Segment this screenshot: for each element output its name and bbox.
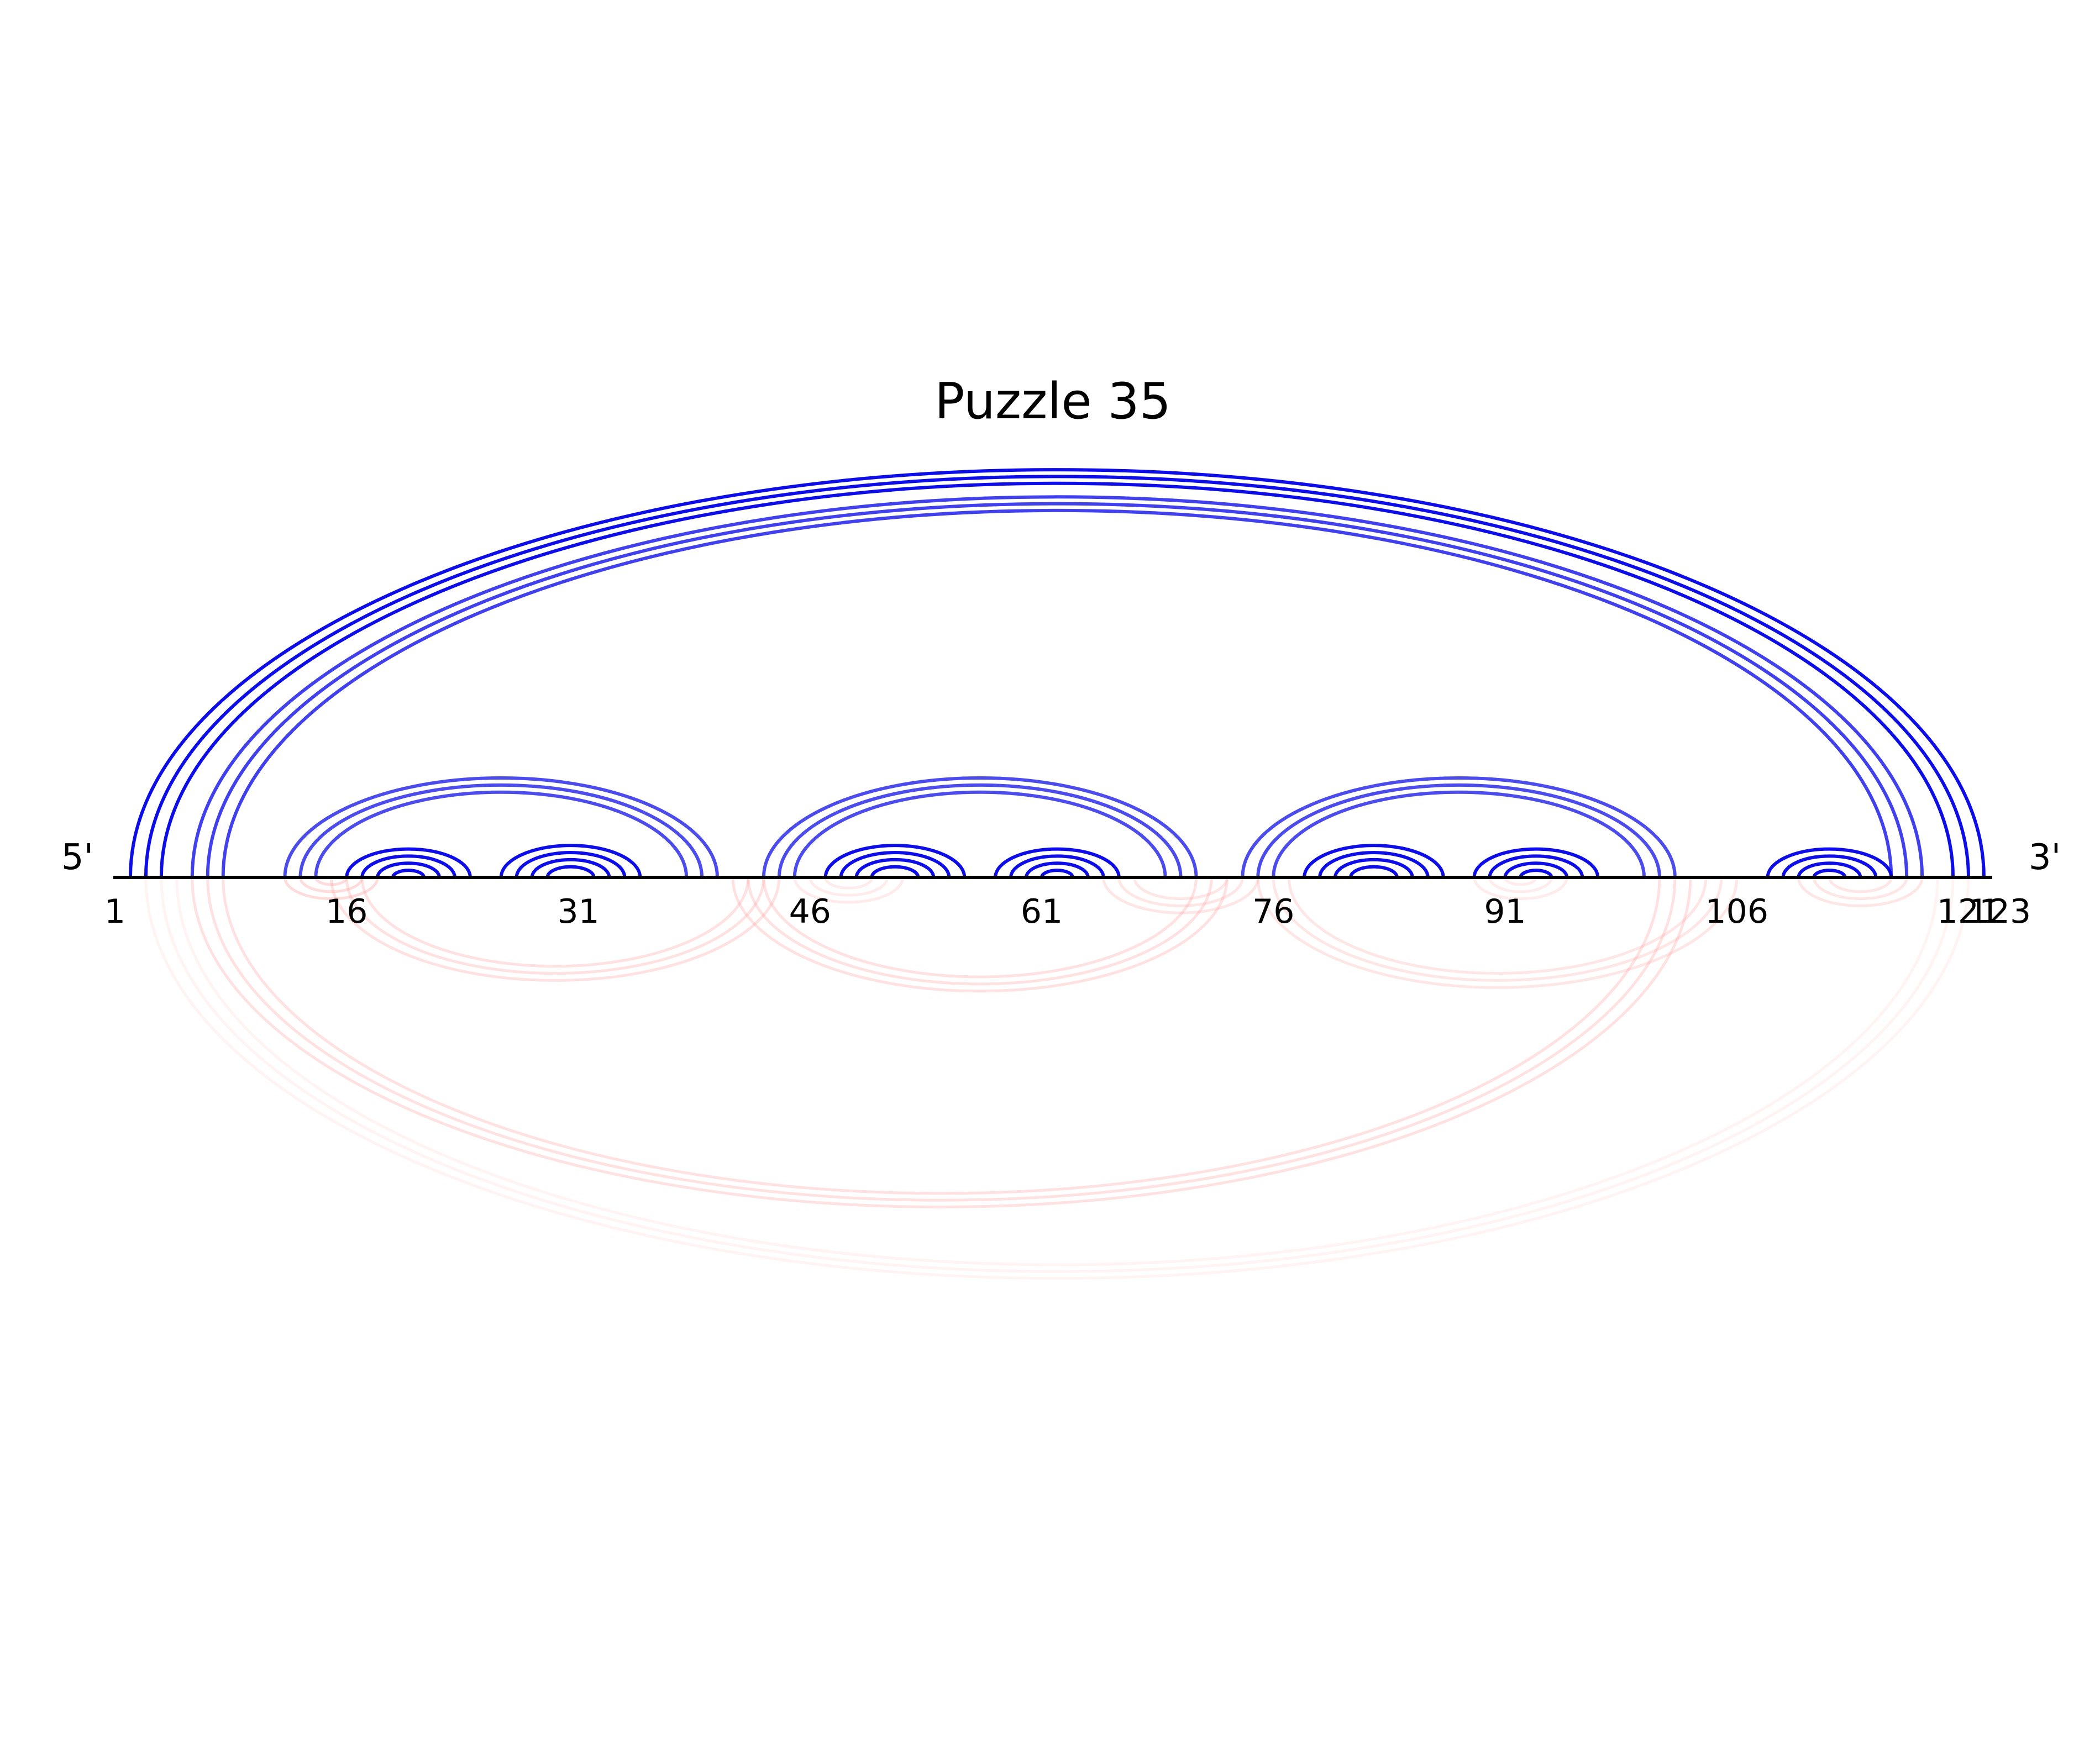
upper-pair-arc-3-1 [360,854,456,878]
upper-pair-arc-4-3 [545,865,596,878]
upper-pair-arc-11-1 [1781,854,1878,878]
upper-pair-arc-9-0 [1303,844,1445,878]
lower-pair-arc-3-1 [809,877,889,897]
upper-pair-arc-1-1 [206,502,1909,878]
tick-label-46: 46 [789,892,831,931]
upper-pair-arc-2-1 [298,783,704,878]
lower-pair-arc-1-1 [345,877,765,975]
lower-arcs-group [144,877,1970,1280]
upper-pair-arc-6-3 [870,865,920,878]
tick-label-91: 91 [1484,892,1526,931]
lower-pair-arc-2-1 [747,877,1213,986]
lower-pair-arc-2-2 [762,877,1198,979]
lower-pair-arc-8-2 [222,877,1661,1195]
lower-pair-arc-8-0 [191,877,1692,1208]
tick-label-76: 76 [1252,892,1294,931]
lower-pair-arc-9-1 [160,877,1955,1273]
lower-pair-arc-6-0 [1473,877,1568,901]
lower-pair-arc-9-0 [144,877,1970,1280]
upper-pair-arc-0-0 [128,468,1986,878]
tick-label-106: 106 [1705,892,1768,931]
upper-pair-arc-3-2 [376,861,441,878]
lower-pair-arc-1-2 [360,877,750,968]
upper-pair-arc-7-3 [1040,869,1074,878]
lower-pair-arc-0-1 [298,877,364,893]
lower-pair-arc-5-2 [1287,877,1708,975]
lower-pair-arc-0-0 [283,877,379,901]
tick-label-1: 1 [104,892,125,931]
lower-pair-arc-0-2 [314,877,348,886]
lower-pair-arc-4-2 [1133,877,1229,901]
lower-pair-arc-4-0 [1102,877,1259,914]
upper-pair-arc-7-2 [1025,861,1090,878]
upper-pair-arc-2-2 [314,790,689,878]
tick-label-121: 121 [1937,892,2001,931]
five-prime-label: 5' [61,837,93,878]
upper-pair-arc-9-2 [1334,858,1414,878]
upper-pair-arc-7-1 [1009,854,1105,878]
diagram-title: Puzzle 35 [935,372,1171,430]
upper-pair-arc-6-1 [839,850,951,878]
upper-pair-arc-10-2 [1503,861,1569,878]
upper-pair-arc-6-2 [854,858,936,878]
upper-pair-arc-0-1 [144,475,1970,878]
upper-pair-arc-11-3 [1812,869,1847,878]
upper-pair-arc-10-0 [1472,847,1600,878]
upper-pair-arc-5-1 [777,783,1183,878]
lower-pair-arc-4-1 [1117,877,1244,907]
upper-pair-arc-1-2 [221,508,1893,878]
upper-arcs-group [128,468,1986,878]
upper-pair-arc-3-3 [391,869,426,878]
lower-pair-arc-8-1 [206,877,1677,1202]
tick-label-31: 31 [557,892,599,931]
upper-pair-arc-8-2 [1272,790,1646,878]
upper-pair-arc-2-0 [283,776,720,878]
upper-pair-arc-5-2 [792,790,1167,878]
tick-label-61: 61 [1021,892,1063,931]
upper-pair-arc-1-0 [190,495,1924,878]
upper-pair-arc-11-0 [1766,847,1893,878]
lower-pair-arc-6-1 [1488,877,1553,893]
upper-pair-arc-0-2 [159,481,1955,878]
three-prime-label: 3' [2029,837,2061,878]
upper-pair-arc-6-0 [823,844,967,878]
upper-pair-arc-11-2 [1797,861,1862,878]
upper-pair-arc-7-0 [994,847,1121,878]
upper-pair-arc-9-3 [1349,865,1399,878]
lower-pair-arc-9-2 [175,877,1939,1266]
tick-label-16: 16 [326,892,368,931]
upper-pair-arc-9-1 [1318,850,1430,878]
lower-pair-arc-2-0 [731,877,1229,993]
lower-pair-arc-5-1 [1272,877,1723,982]
upper-pair-arc-8-0 [1241,776,1677,878]
lower-pair-arc-5-0 [1256,877,1739,989]
upper-pair-arc-4-0 [499,844,642,878]
upper-pair-arc-5-0 [762,776,1198,878]
lower-pair-arc-3-0 [793,877,904,904]
upper-pair-arc-4-2 [530,858,611,878]
lower-pair-arc-3-2 [824,877,874,890]
lower-pair-arc-7-0 [1797,877,1924,907]
lower-pair-arc-7-2 [1828,877,1893,893]
lower-pair-arc-6-2 [1504,877,1537,886]
upper-pair-arc-3-0 [345,847,472,878]
lower-pair-arc-1-0 [329,877,781,982]
upper-pair-arc-10-3 [1519,869,1553,878]
upper-pair-arc-8-1 [1256,783,1661,878]
tick-label-123: 123 [1968,892,2031,931]
upper-pair-arc-4-1 [514,850,627,878]
lower-pair-arc-7-1 [1813,877,1908,901]
upper-pair-arc-10-1 [1488,854,1584,878]
